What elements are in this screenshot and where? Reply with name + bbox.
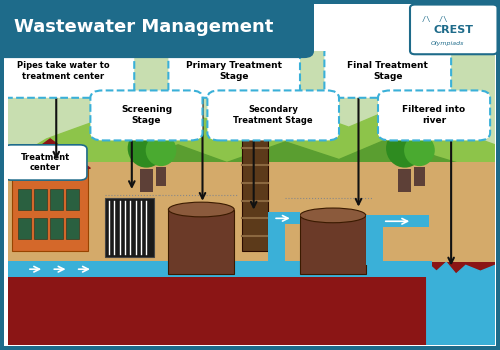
Bar	[414, 167, 424, 186]
Bar	[140, 169, 153, 192]
FancyBboxPatch shape	[90, 90, 202, 140]
Bar	[242, 139, 268, 251]
Bar	[8, 51, 495, 233]
Bar	[156, 167, 166, 186]
Bar	[268, 221, 285, 262]
FancyBboxPatch shape	[208, 90, 339, 140]
Bar	[66, 189, 78, 210]
Bar	[268, 212, 300, 224]
Bar	[105, 198, 154, 257]
Text: Wastewater Management: Wastewater Management	[14, 19, 274, 36]
Bar	[34, 189, 47, 210]
Text: Secondary
Treatment Stage: Secondary Treatment Stage	[234, 105, 313, 126]
Bar	[12, 168, 88, 251]
Bar	[300, 215, 366, 274]
Polygon shape	[427, 262, 495, 345]
Bar	[18, 189, 31, 210]
FancyBboxPatch shape	[378, 90, 490, 140]
FancyBboxPatch shape	[0, 45, 134, 98]
Ellipse shape	[404, 134, 435, 166]
FancyBboxPatch shape	[4, 145, 87, 180]
FancyBboxPatch shape	[324, 45, 451, 98]
Ellipse shape	[146, 134, 176, 166]
Text: CREST: CREST	[434, 25, 474, 35]
Bar	[168, 210, 234, 274]
Bar	[66, 218, 78, 239]
Text: Primary Treatment
Stage: Primary Treatment Stage	[186, 61, 282, 82]
Bar	[366, 224, 383, 265]
Text: Screening
Stage: Screening Stage	[121, 105, 172, 126]
Ellipse shape	[300, 208, 366, 223]
Ellipse shape	[386, 129, 424, 168]
Text: Final Treatment
Stage: Final Treatment Stage	[348, 61, 428, 82]
Text: Olympiads: Olympiads	[431, 41, 464, 46]
Polygon shape	[10, 139, 90, 168]
Bar	[8, 261, 432, 277]
Text: Filtered into
river: Filtered into river	[402, 105, 466, 126]
Bar	[50, 189, 63, 210]
Bar	[50, 218, 63, 239]
Bar	[8, 262, 495, 345]
Ellipse shape	[168, 202, 234, 217]
Bar	[398, 169, 411, 192]
Bar	[8, 162, 495, 280]
Text: /\  /\: /\ /\	[422, 16, 448, 22]
Bar	[366, 215, 429, 227]
Text: Treatment
center: Treatment center	[21, 153, 70, 172]
Bar	[34, 218, 47, 239]
Polygon shape	[8, 139, 495, 233]
Ellipse shape	[128, 129, 165, 168]
Polygon shape	[8, 107, 495, 233]
FancyBboxPatch shape	[168, 45, 300, 98]
Text: Pipes take water to
treatment center: Pipes take water to treatment center	[17, 61, 110, 82]
Bar	[18, 218, 31, 239]
